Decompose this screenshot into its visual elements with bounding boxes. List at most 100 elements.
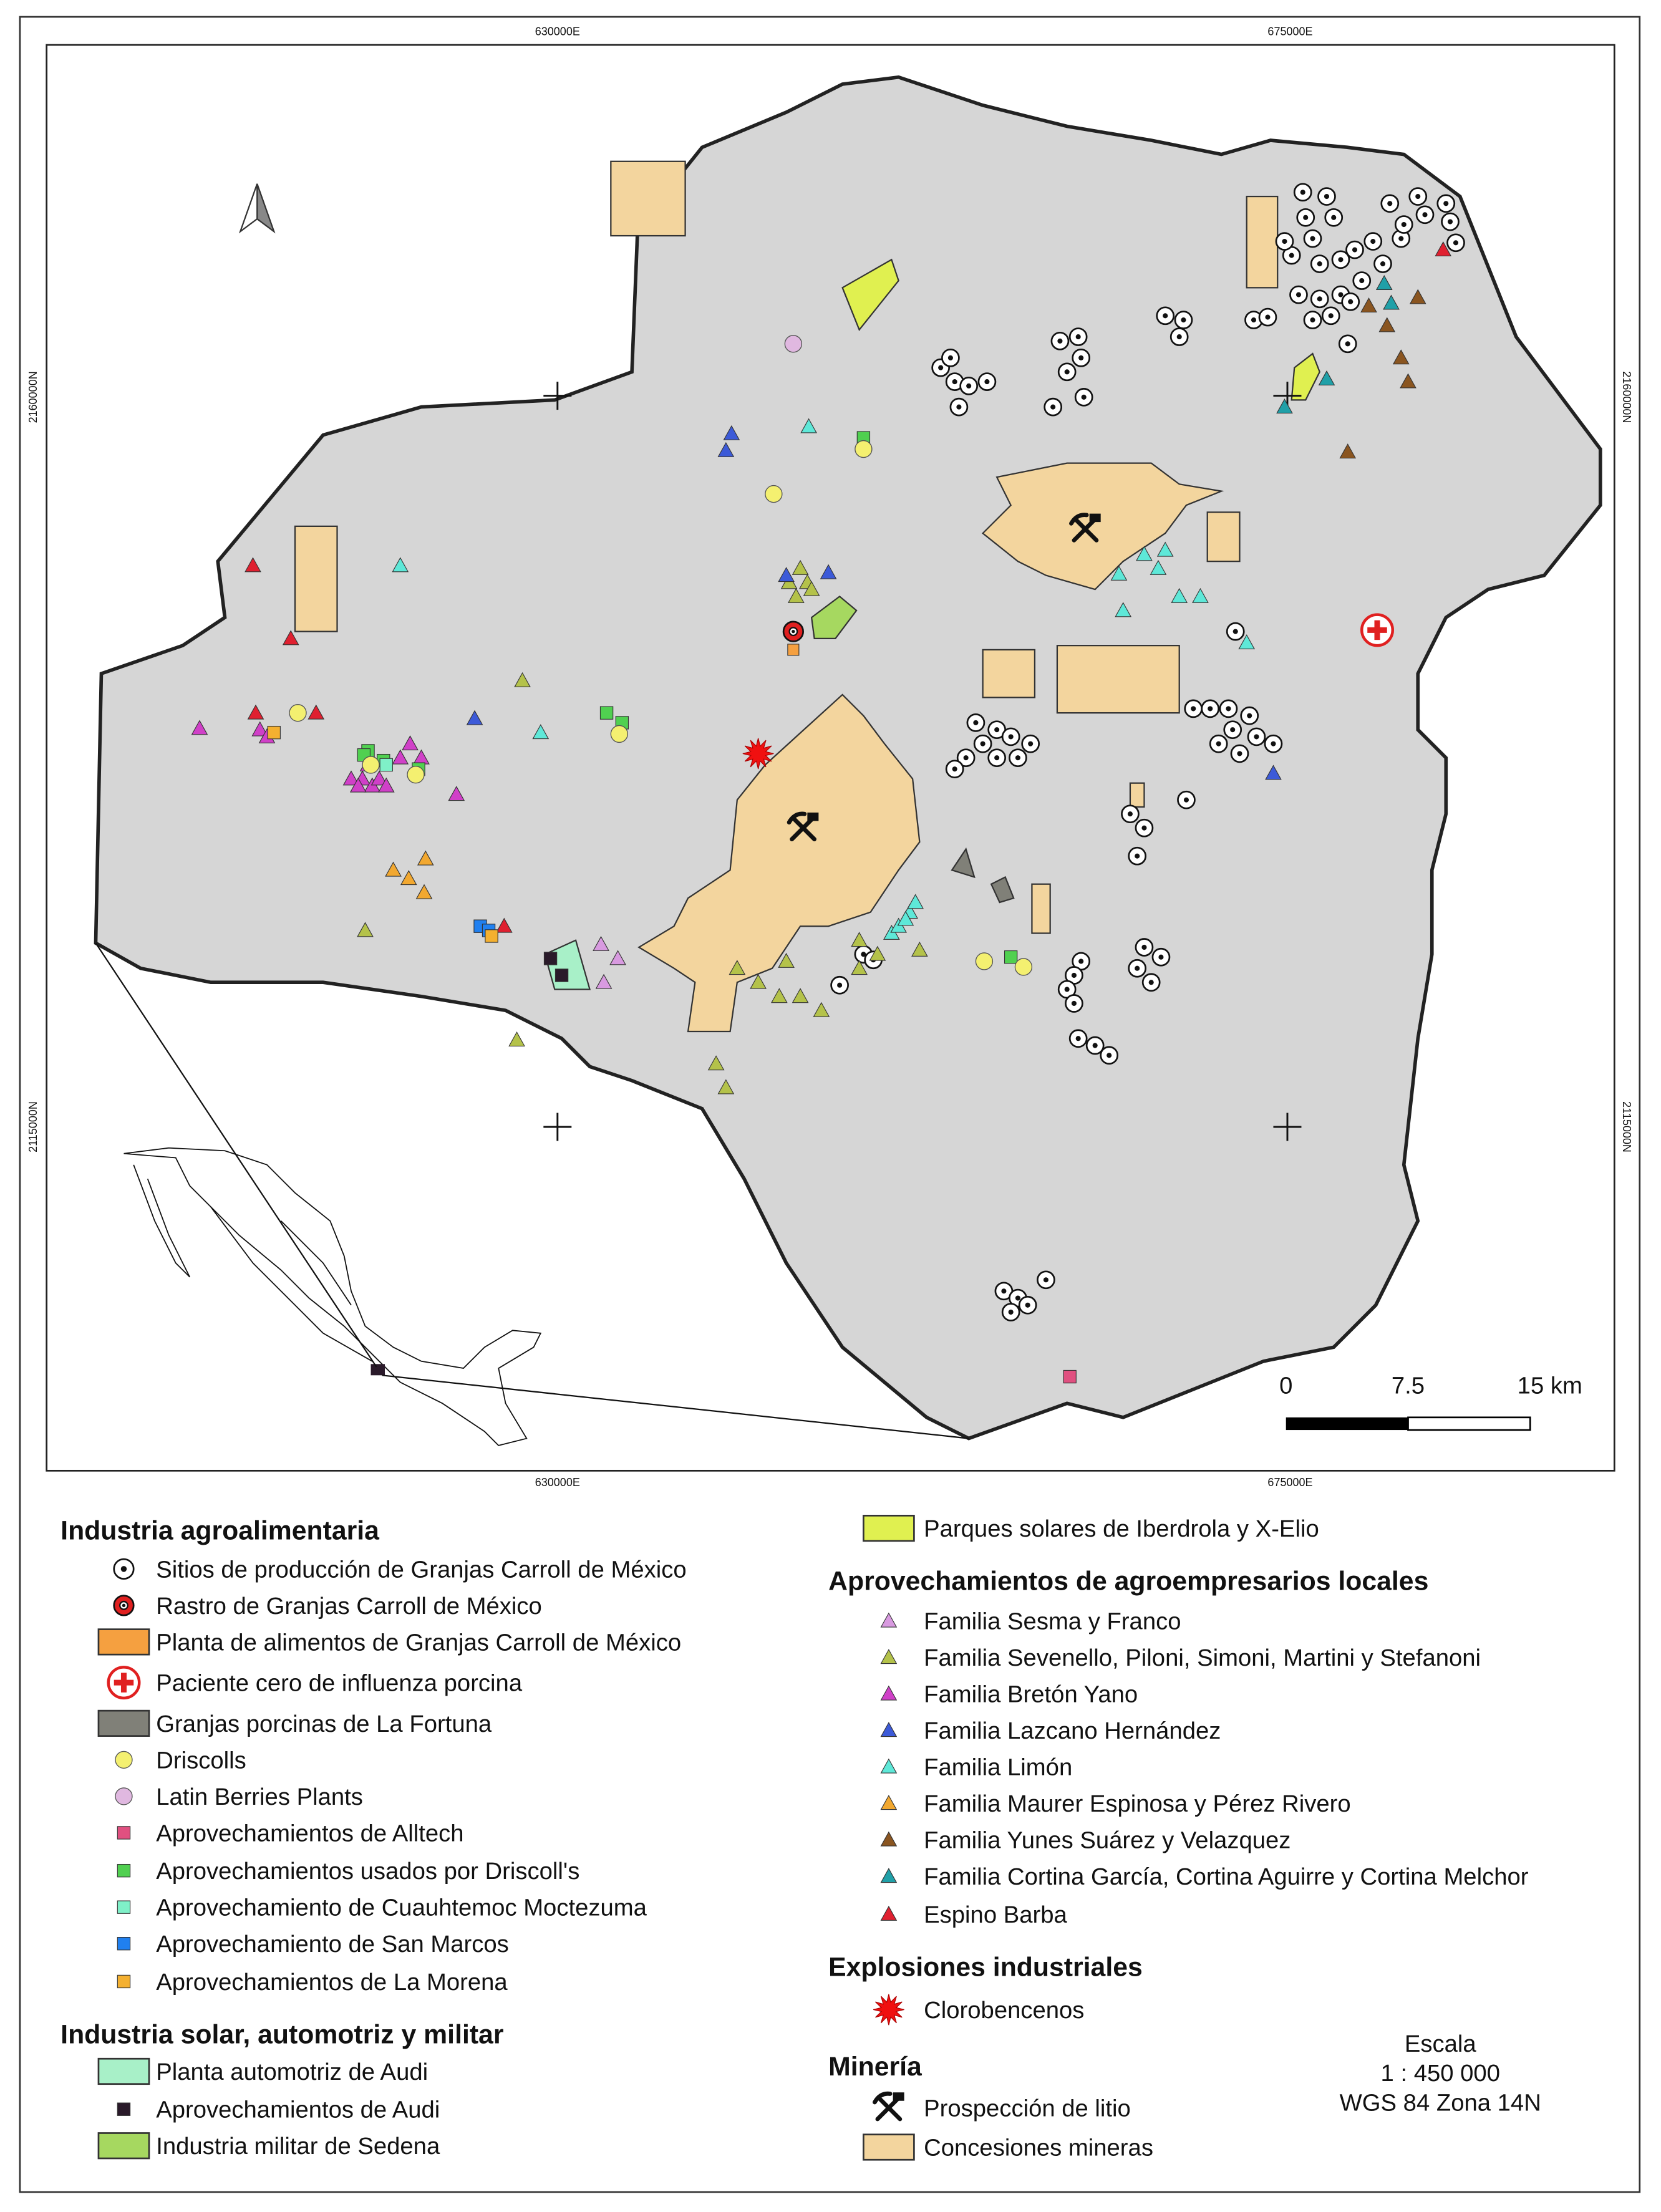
driscolls-marker [855,440,873,458]
triangle-sevenello [729,960,746,975]
farm-site-marker [1264,734,1283,753]
triangle-sevenello [357,922,374,937]
farm-site-marker [1050,331,1070,350]
triangle-limon [1171,587,1188,603]
triangle-sevenello [771,988,788,1003]
inset-map-mexico [123,1147,542,1446]
patient-zero-icon [107,1666,141,1700]
triangle-limon [1136,546,1153,561]
farm-site-marker [1341,292,1360,311]
inset-leader-line [382,1374,969,1439]
triangle-legend-icon [880,1905,898,1921]
farm-site-marker [1201,699,1220,718]
triangle-lazcano [723,425,740,440]
triangle-sevenello [851,932,868,947]
farm-site-marker [1223,720,1242,740]
farm-site-marker [1289,285,1308,304]
farm-site-marker [1128,846,1147,866]
legend-heading-local: Aprovechamientos de agroempresarios loca… [828,1567,1428,1596]
farm-site-marker [1436,194,1456,213]
triangle-breton [342,770,360,786]
farm-site-marker [1021,734,1040,753]
farm-site-marker [1174,311,1193,329]
legend-item-label: Familia Sesma y Franco [924,1608,1181,1635]
driscolls-marker [362,756,380,774]
solar-park [1291,352,1320,401]
farm-site-marker [113,1558,135,1580]
coord-right-2: 2115000N [1620,1101,1633,1152]
farm-site-marker [1100,1046,1119,1065]
farm-site-marker [1317,187,1336,206]
driscolls-marker [610,725,629,743]
farm-site-marker [1275,232,1294,251]
triangle-maurer [415,884,433,899]
legend-item-label: Latin Berries Plants [156,1784,363,1810]
farm-site-marker [1324,208,1344,227]
concession [1056,645,1180,714]
farm-site-marker [1363,232,1383,251]
triangle-sevenello [869,945,886,961]
triangle-limon [1110,565,1128,581]
triangle-sevenello [851,960,868,975]
driscolls-marker [765,485,783,503]
triangle-lazcano [1265,765,1282,780]
farm-site-marker [830,975,849,995]
grid-cross-icon [1273,1113,1302,1141]
triangle-yunes [1400,373,1416,389]
scale-bar: 0 7.5 15 km [1279,1373,1582,1431]
farm-site-marker [1321,306,1340,326]
legend-item-label: Rastro de Granjas Carroll de México [156,1593,542,1620]
legend-item-label: Concesiones mineras [924,2134,1153,2161]
triangle-lazcano [717,442,735,457]
legend: Industria agroalimentaria Sitios de produ… [61,1514,1529,2161]
farm-site-marker [1065,994,1083,1013]
farm-site-marker [977,372,997,391]
farm-site-marker [1258,307,1277,327]
cuauhtemoc-well [379,758,393,772]
farm-site-marker [1415,205,1435,225]
explosion-icon [742,738,774,770]
san-marcos-icon [117,1937,131,1951]
scale-projection: WGS 84 Zona 14N [1340,2089,1541,2116]
legend-item-label: Aprovechamientos usados por Driscoll's [156,1858,579,1885]
triangle-limon [532,724,550,740]
triangle-breton [349,777,367,793]
legend-heading-solar: Industria solar, automotriz y militar [61,2019,503,2049]
triangle-sesma [593,935,609,951]
coord-top-1: 630000E [535,25,580,37]
triangle-sevenello [792,988,809,1003]
grid-cross-icon [543,382,572,410]
driscolls-icon [115,1751,133,1769]
triangle-espino [308,704,325,720]
triangle-sevenello [750,973,767,989]
farm-site-marker [1209,734,1228,753]
farm-site-marker [1057,362,1077,382]
grid-cross-icon [543,1113,572,1141]
triangle-sevenello [813,1002,830,1017]
triangle-sesma [595,973,613,989]
farm-site-marker [1068,1029,1088,1048]
scale-ratio: 1 : 450 000 [1381,2060,1500,2087]
coord-left-2: 2115000N [27,1101,39,1152]
triangle-sevenello [508,1031,525,1046]
triangle-legend-icon [880,1868,898,1883]
triangle-legend-icon [880,1612,898,1628]
farm-site-marker [1446,233,1465,253]
concession [1206,511,1241,563]
triangle-maurer [385,861,402,877]
triangle-legend-icon [880,1758,898,1774]
audi-well [554,968,569,982]
legend-item-label: Clorobencenos [924,1997,1084,2024]
farm-site-marker [1009,748,1027,768]
coord-bottom-1: 630000E [535,1476,580,1489]
la-morena-well [485,929,498,943]
triangle-sevenello [803,581,820,596]
legend-swatch-audi-plant [97,2057,150,2085]
triangle-yunes [1339,443,1357,459]
triangle-limon [1156,541,1174,557]
driscoll-well [1004,950,1018,964]
mining-concessions [294,160,1279,1033]
driscoll-well-icon [117,1863,131,1878]
scale-label-end: 15 km [1518,1373,1582,1399]
legend-item-label: Aprovechamiento de San Marcos [156,1931,509,1958]
